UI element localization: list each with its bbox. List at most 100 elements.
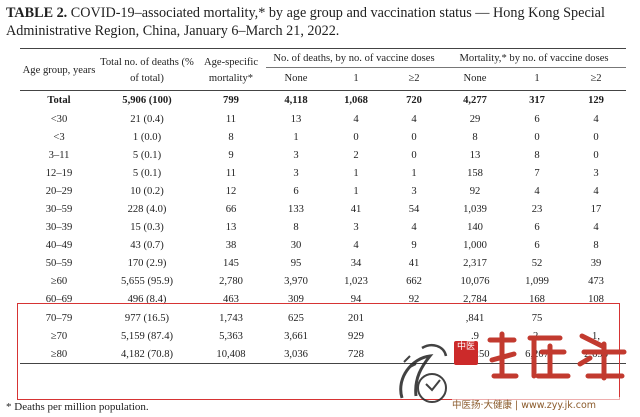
table-row: 70–79 977 (16.5) 1,743 625 201 ,841 75 [20, 309, 626, 327]
cell-age-specific-mortality: 12 [225, 185, 237, 197]
cell-age-group: <3 [53, 131, 65, 143]
cell-total-deaths: 977 (16.5) [124, 312, 170, 324]
header-deaths-1: 1 [326, 67, 386, 91]
cell-deaths-2plus-doses: 1 [411, 167, 417, 179]
cell-age-group: 30–39 [45, 222, 73, 234]
cell-deaths-1-dose: 1 [353, 185, 359, 197]
mortality-table: Age group, years Total no. of deaths (% … [20, 48, 627, 365]
cell-deaths-1-dose: 4 [353, 113, 359, 125]
cell-mortality-1-dose: 6 [534, 240, 540, 252]
cell-total-deaths: 10 (0.2) [130, 185, 164, 197]
cell-age-group: 3–11 [48, 149, 70, 161]
table-row: 50–59 170 (2.9) 145 95 34 41 2,317 52 39 [20, 255, 626, 273]
cell-age-specific-mortality: 13 [225, 222, 237, 234]
cell-deaths-none: 3,661 [284, 330, 308, 342]
cell-age-specific-mortality: 799 [223, 95, 239, 106]
cell-age-group: <30 [50, 113, 68, 125]
cell-age-group: Total [47, 95, 71, 106]
cell-deaths-1-dose: 34 [350, 258, 362, 270]
cell-deaths-none: 3 [293, 149, 299, 161]
cell-deaths-none: 133 [288, 204, 304, 216]
cell-deaths-1-dose: 4 [353, 240, 359, 252]
cell-total-deaths: 5,655 (95.9) [120, 276, 174, 288]
cell-mortality-1-dose: 168 [529, 294, 545, 306]
cell-deaths-none: 3 [293, 167, 299, 179]
cell-total-deaths: 21 (0.4) [130, 113, 164, 125]
header-age-specific-mortality: Age-specific mortality* [196, 48, 266, 91]
cell-mortality-1-dose: 317 [529, 95, 545, 106]
cell-deaths-2plus-doses: 92 [408, 294, 420, 306]
cell-age-group: 12–19 [45, 167, 73, 179]
cell-mortality-1-dose: 0 [534, 131, 540, 143]
cell-age-specific-mortality: 66 [225, 204, 237, 216]
cell-deaths-1-dose: 41 [350, 204, 362, 216]
cell-mortality-none: 2,317 [463, 258, 487, 270]
cell-total-deaths: 5 (0.1) [132, 167, 162, 179]
cell-age-specific-mortality: 463 [223, 294, 239, 306]
cell-mortality-1-dose: 52 [531, 258, 543, 270]
cell-age-group: 60–69 [45, 294, 73, 306]
cell-deaths-none: 13 [290, 113, 302, 125]
cell-mortality-2plus-doses: 8 [593, 240, 599, 252]
cell-mortality-none: 8 [472, 131, 478, 143]
cell-deaths-1-dose: 3 [353, 222, 359, 234]
cell-mortality-1-dose: 7 [534, 167, 540, 179]
cell-total-deaths: 4,182 (70.8) [98, 345, 196, 365]
table-row-total: Total 5,906 (100) 799 4,118 1,068 720 4,277 317… [20, 91, 626, 111]
table-row: ≥60 5,655 (95.9) 2,780 3,970 1,023 662 10,076 1… [20, 273, 626, 291]
cell-mortality-2plus-doses: 17 [590, 204, 602, 216]
cell-deaths-none: 30 [290, 240, 302, 252]
header-deaths-by-dose: No. of deaths, by no. of vaccine doses [266, 48, 443, 68]
cell-deaths-2plus-doses: 3 [411, 185, 417, 197]
header-total-deaths: Total no. of deaths (% of total) [98, 48, 196, 91]
cell-deaths-none: 6 [293, 185, 299, 197]
cell-mortality-2plus-doses: 108 [588, 294, 604, 306]
cell-deaths-2plus-doses: 54 [408, 204, 420, 216]
cell-mortality-1-dose: 6 [534, 113, 540, 125]
table-row: 30–39 15 (0.3) 13 8 3 4 140 6 4 [20, 219, 626, 237]
cell-deaths-none: 95 [290, 258, 302, 270]
cell-deaths-none: 3,970 [284, 276, 308, 288]
cell-deaths-none: 4,118 [284, 95, 308, 106]
cell-deaths-1-dose: 1,068 [344, 95, 368, 106]
cell-age-specific-mortality: 38 [225, 240, 237, 252]
table-caption: TABLE 2. COVID-19–associated mortality,*… [6, 4, 634, 40]
cell-mortality-2plus-doses: 3 [593, 167, 599, 179]
table-row: 40–49 43 (0.7) 38 30 4 9 1,000 6 8 [20, 237, 626, 255]
cell-deaths-none: 625 [288, 312, 304, 324]
cell-mortality-1-dose: 75 [531, 312, 543, 324]
cell-mortality-2plus-doses [566, 309, 626, 327]
cell-age-group: ≥80 [20, 345, 98, 365]
cell-deaths-2plus-doses: 662 [406, 276, 422, 288]
cell-mortality-2plus-doses: 4 [593, 185, 599, 197]
cell-deaths-2plus-doses: 41 [408, 258, 420, 270]
cell-total-deaths: 228 (4.0) [127, 204, 167, 216]
cell-mortality-none: 13 [469, 149, 481, 161]
cell-total-deaths: 5 (0.1) [132, 149, 162, 161]
cell-total-deaths: 15 (0.3) [130, 222, 164, 234]
cell-age-group: 30–59 [45, 204, 73, 216]
header-mortality-2plus: ≥2 [566, 67, 627, 91]
cell-age-specific-mortality: 1,743 [219, 312, 243, 324]
table-row: 12–19 5 (0.1) 11 3 1 1 158 7 3 [20, 164, 626, 182]
cell-age-specific-mortality: 10,408 [196, 345, 266, 365]
cell-mortality-2plus-doses: 1, [592, 330, 600, 342]
cell-deaths-none: 3,036 [266, 345, 326, 365]
table-row: <3 1 (0.0) 8 1 0 0 8 0 0 [20, 128, 626, 146]
table-row: ≥804,182 (70.8)10,4083,03672817,2506,207… [20, 345, 627, 365]
cell-deaths-2plus-doses: 720 [406, 95, 422, 106]
footnote: * Deaths per million population. [6, 401, 149, 413]
cell-age-specific-mortality: 9 [228, 149, 234, 161]
cell-total-deaths: 43 (0.7) [130, 240, 164, 252]
cell-deaths-1-dose: 1,023 [344, 276, 368, 288]
cell-age-group: ≥60 [50, 276, 68, 288]
header-mortality-none: None [442, 67, 509, 91]
cell-deaths-2plus-doses: 0 [411, 131, 417, 143]
cell-mortality-1-dose: 4 [534, 185, 540, 197]
cell-mortality-2plus-doses: 0 [593, 131, 599, 143]
cell-deaths-1-dose: 2 [353, 149, 359, 161]
cell-mortality-none: .9 [471, 330, 479, 342]
header-deaths-none: None [266, 67, 326, 91]
cell-mortality-none: 2,784 [463, 294, 487, 306]
cell-mortality-2plus-doses: 39 [590, 258, 602, 270]
